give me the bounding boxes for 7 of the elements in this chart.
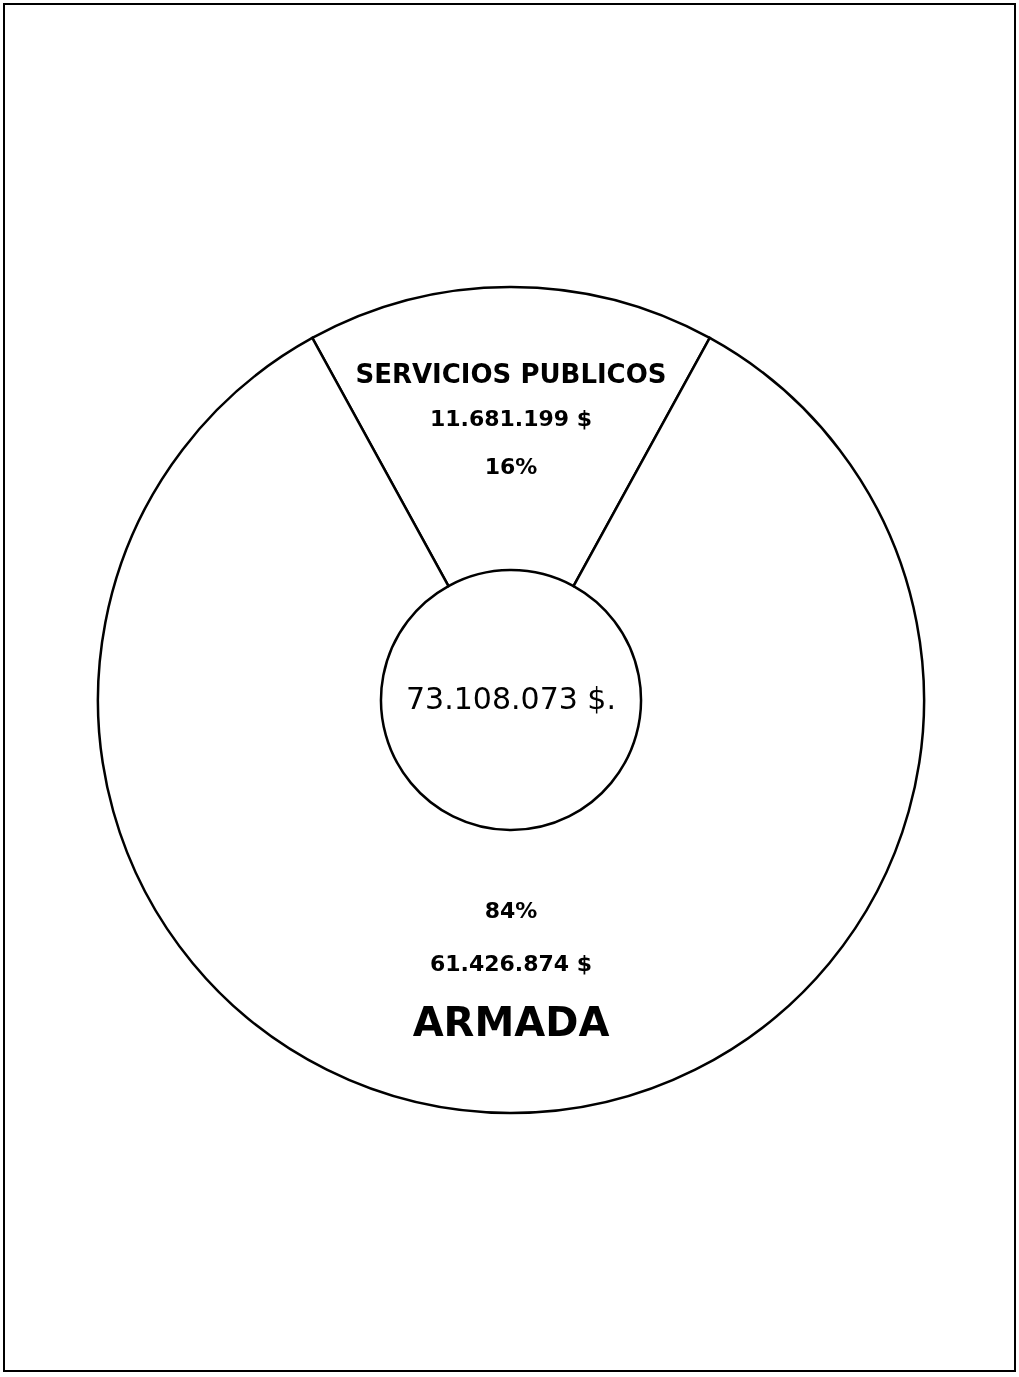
data-label: 11.681.199 $: [429, 406, 593, 431]
slice-label: SERVICIOS PUBLICOS: [355, 358, 667, 389]
text: 73.108.073 $.: [406, 680, 616, 716]
slice-label: ARMADA: [412, 999, 610, 1045]
text: 16%: [484, 454, 538, 479]
text: 84%: [484, 898, 538, 923]
data-label: 61.426.874 $: [429, 951, 593, 976]
